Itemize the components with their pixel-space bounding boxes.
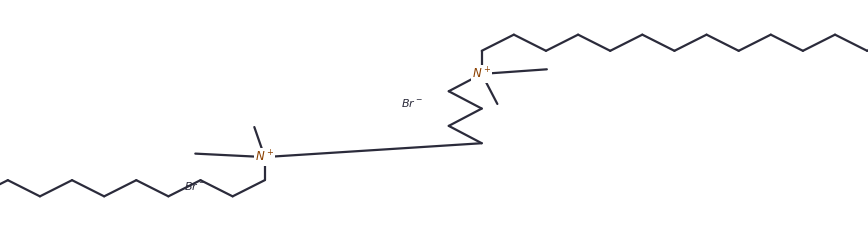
- Text: $N^+$: $N^+$: [472, 66, 491, 82]
- Text: $N^+$: $N^+$: [255, 149, 274, 165]
- Text: $Br^-$: $Br^-$: [401, 97, 424, 109]
- Text: $Br^-$: $Br^-$: [184, 180, 207, 192]
